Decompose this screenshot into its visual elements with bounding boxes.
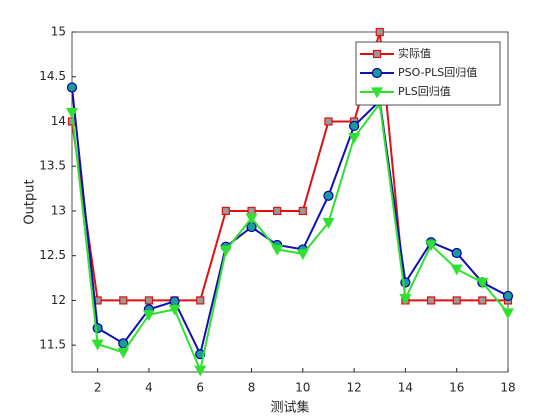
marker [298, 206, 307, 216]
marker [117, 347, 130, 359]
y-tick-label: 12 [51, 293, 66, 307]
marker [451, 247, 462, 259]
marker [168, 304, 181, 316]
marker [271, 244, 284, 256]
x-tick-label: 18 [500, 381, 515, 395]
marker [425, 240, 438, 252]
marker [92, 323, 103, 334]
marker [245, 213, 258, 225]
marker [323, 190, 334, 201]
marker [478, 296, 487, 305]
y-tick-label: 13.5 [39, 159, 66, 173]
x-tick-label: 14 [398, 381, 413, 395]
legend-label: PLS回归值 [398, 84, 451, 98]
x-tick-label: 6 [196, 381, 204, 395]
y-axis-label: Output [23, 179, 38, 224]
marker [144, 296, 154, 305]
marker [450, 264, 463, 276]
marker [66, 82, 78, 93]
marker [273, 206, 282, 216]
y-tick-label: 11.5 [39, 338, 66, 352]
marker [476, 277, 489, 289]
y-tick-label: 13 [51, 203, 66, 217]
marker [349, 120, 360, 132]
marker [502, 290, 514, 302]
legend-label: 实际值 [398, 46, 431, 60]
marker [142, 310, 155, 321]
y-tick-label: 12.5 [39, 248, 66, 262]
marker [65, 107, 79, 119]
marker [501, 308, 515, 320]
marker [426, 296, 436, 305]
marker [322, 217, 335, 229]
marker [348, 132, 361, 144]
marker [221, 206, 230, 216]
x-tick-label: 16 [449, 381, 464, 395]
x-tick-label: 2 [94, 381, 102, 395]
marker [194, 365, 207, 377]
marker [296, 249, 309, 261]
x-tick-label: 8 [248, 381, 256, 395]
y-tick-label: 15 [51, 25, 66, 39]
legend-label: PSO-PLS回归值 [398, 65, 477, 79]
marker [247, 206, 256, 216]
x-axis-label: 测试集 [270, 400, 309, 416]
x-tick-label: 4 [145, 381, 153, 395]
marker [169, 296, 180, 307]
marker [372, 49, 382, 59]
series-line [71, 31, 508, 302]
y-tick-label: 14.5 [39, 69, 66, 83]
x-tick-label: 10 [295, 381, 310, 395]
marker [196, 296, 205, 305]
series-line [71, 101, 509, 374]
x-tick-label: 12 [346, 381, 361, 395]
marker [371, 67, 383, 79]
marker [324, 117, 333, 126]
marker [91, 339, 104, 351]
marker [370, 87, 384, 99]
marker [375, 27, 384, 37]
marker [119, 296, 128, 305]
marker [219, 245, 232, 257]
marker [452, 296, 461, 305]
y-tick-label: 14 [51, 114, 66, 128]
marker [399, 294, 412, 305]
